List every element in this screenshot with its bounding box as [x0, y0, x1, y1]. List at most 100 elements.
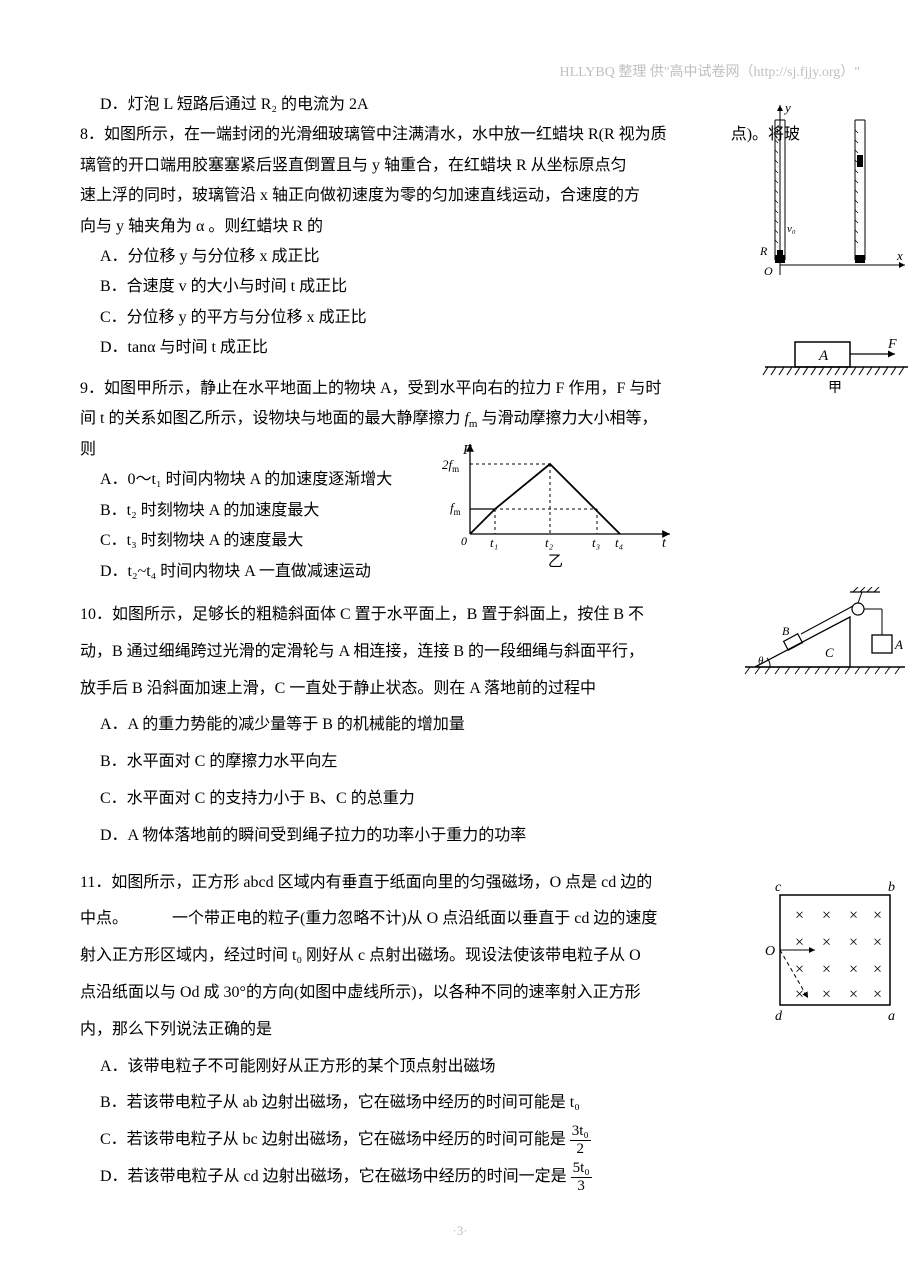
q11-c-bot: 2 — [570, 1141, 591, 1158]
svg-text:t: t — [662, 536, 667, 551]
prev-option-d: D．灯泡 L 短路后通过 R₂ 的电流为 2A — [100, 90, 850, 120]
q8-stem3: 速上浮的同时，玻璃管沿 x 轴正向做初速度为零的匀加速直线运动，合速度的方 — [80, 187, 640, 204]
svg-text:×: × — [795, 961, 804, 978]
question-10: 10．如图所示，足够长的粗糙斜面体 C 置于水平面上，B 置于斜面上，按住 B … — [80, 597, 850, 855]
svg-text:fm: fm — [450, 500, 461, 517]
q11-opt-d: D．若该带电粒子从 cd 边射出磁场，它在磁场中经历的时间一定是 5t₀3 — [100, 1168, 592, 1185]
q8-opt-c: C．分位移 y 的平方与分位移 x 成正比 — [100, 309, 367, 326]
page-header: HLLYBQ 整理 供"高中试卷网（http://sj.fjjy.org）" — [559, 60, 860, 87]
svg-text:×: × — [822, 934, 831, 951]
q9-stem2a: 间 t 的关系如图乙所示，设物块与地面的最大静摩擦力 — [80, 410, 464, 427]
question-8: 8．如图所示，在一端封闭的光滑细玻璃管中注满清水，水中放一红蜡块 R(R 视为质… — [80, 120, 850, 363]
svg-text:C: C — [825, 645, 834, 660]
svg-text:0: 0 — [461, 534, 467, 548]
question-11: 11．如图所示，正方形 abcd 区域内有垂直于纸面向里的匀强磁场，O 点是 c… — [80, 865, 850, 1196]
q11-opt-c: C．若该带电粒子从 bc 边射出磁场，它在磁场中经历的时间可能是 3t₀2 — [100, 1131, 591, 1148]
q11-stem2a: 中点。 — [80, 910, 128, 927]
q11-d-pre: D．若该带电粒子从 cd 边射出磁场，它在磁场中经历的时间一定是 — [100, 1168, 567, 1185]
q11-stem3: 射入正方形区域内，经过时间 t₀ 刚好从 c 点射出磁场。现设法使该带电粒子从 … — [80, 947, 641, 964]
q10-stem3: 放手后 B 沿斜面加速上滑，C 一直处于静止状态。则在 A 落地前的过程中 — [80, 680, 596, 697]
q9-stem3: 则 — [80, 441, 96, 458]
svg-text:×: × — [873, 986, 882, 1003]
svg-text:t₂: t₂ — [545, 535, 554, 550]
svg-text:乙: 乙 — [548, 554, 563, 569]
svg-text:×: × — [849, 986, 858, 1003]
q11-c-pre: C．若该带电粒子从 bc 边射出磁场，它在磁场中经历的时间可能是 — [100, 1131, 566, 1148]
q11-d-bot: 3 — [571, 1178, 592, 1195]
svg-text:t₃: t₃ — [592, 535, 600, 550]
q11-figure: c b d a O ×××× ×××× ×××× ×××× — [760, 875, 910, 1050]
svg-text:B: B — [782, 624, 790, 638]
q11-d-frac: 5t₀3 — [571, 1160, 592, 1194]
q10-figure: C θ B A — [740, 587, 910, 702]
q10-opt-d: D．A 物体落地前的瞬间受到绳子拉力的功率小于重力的功率 — [100, 827, 526, 844]
q11-text: 11．如图所示，正方形 abcd 区域内有垂直于纸面向里的匀强磁场，O 点是 c… — [80, 865, 850, 1196]
q10-stem2: 动，B 通过细绳跨过光滑的定滑轮与 A 相连接，连接 B 的一段细绳与斜面平行， — [80, 643, 644, 660]
q9-opt-a: A．0～t₁ 时间内物块 A 的加速度逐渐增大 — [100, 471, 392, 488]
svg-text:d: d — [775, 1009, 783, 1024]
svg-text:t₁: t₁ — [490, 535, 498, 550]
q9-figure-yi: F 2fm fm 0 t₁ t₂ t₃ t₄ t 乙 — [430, 439, 680, 580]
question-9: 9．如图甲所示，静止在水平地面上的物块 A，受到水平向右的拉力 F 作用，F 与… — [80, 374, 850, 587]
q11-stem5: 内，那么下列说法正确的是 — [80, 1021, 272, 1038]
svg-text:×: × — [873, 907, 882, 924]
q9-text: 9．如图甲所示，静止在水平地面上的物块 A，受到水平向右的拉力 F 作用，F 与… — [80, 374, 850, 587]
svg-text:y: y — [783, 100, 791, 115]
svg-text:F: F — [462, 443, 472, 458]
q9-stem2c: 与滑动摩擦力大小相等， — [477, 410, 657, 427]
q9-caption-jia: 甲 — [828, 381, 842, 396]
svg-text:O: O — [764, 264, 773, 278]
svg-text:θ: θ — [758, 655, 764, 667]
q11-opt-a: A．该带电粒子不可能刚好从正方形的某个顶点射出磁场 — [100, 1058, 496, 1075]
q8-stem4: 向与 y 轴夹角为 α 。则红蜡块 R 的 — [80, 218, 323, 235]
svg-text:x: x — [896, 248, 903, 263]
svg-text:×: × — [873, 934, 882, 951]
q11-stem1: 11．如图所示，正方形 abcd 区域内有垂直于纸面向里的匀强磁场，O 点是 c… — [80, 874, 652, 891]
q11-c-frac: 3t₀2 — [570, 1123, 591, 1157]
q8-stem2: 璃管的开口端用胶塞塞紧后竖直倒置且与 y 轴重合，在红蜡块 R 从坐标原点匀 — [80, 157, 627, 174]
q9-figure-jia: A F 甲 — [760, 334, 910, 415]
svg-text:×: × — [849, 961, 858, 978]
svg-text:A: A — [894, 637, 903, 652]
q8-text: 8．如图所示，在一端封闭的光滑细玻璃管中注满清水，水中放一红蜡块 R(R 视为质… — [80, 120, 850, 363]
svg-text:t₄: t₄ — [615, 535, 624, 550]
q9-stem1: 9．如图甲所示，静止在水平地面上的物块 A，受到水平向右的拉力 F 作用，F 与… — [80, 380, 661, 397]
q9-opt-c: C．t₃ 时刻物块 A 的速度最大 — [100, 532, 303, 549]
svg-text:×: × — [822, 986, 831, 1003]
content-area: D．灯泡 L 短路后通过 R₂ 的电流为 2A 8．如图所示，在一端封闭的光滑细… — [0, 0, 920, 1266]
q11-stem4: 点沿纸面以与 Od 成 30°的方向(如图中虚线所示)，以各种不同的速率射入正方… — [80, 984, 641, 1001]
q8-stem1: 8．如图所示，在一端封闭的光滑细玻璃管中注满清水，水中放一红蜡块 R(R 视为质 — [80, 126, 667, 143]
q11-stem2b: 一个带正电的粒子(重力忽略不计)从 O 点沿纸面以垂直于 cd 边的速度 — [172, 910, 657, 927]
svg-text:O: O — [765, 944, 775, 959]
q9-boxA-label: A — [818, 348, 829, 364]
q9-F-label: F — [887, 337, 897, 352]
svg-text:×: × — [849, 907, 858, 924]
svg-text:2fm: 2fm — [442, 457, 459, 474]
svg-text:×: × — [849, 934, 858, 951]
q10-text: 10．如图所示，足够长的粗糙斜面体 C 置于水平面上，B 置于斜面上，按住 B … — [80, 597, 850, 855]
q10-opt-a: A．A 的重力势能的减少量等于 B 的机械能的增加量 — [100, 716, 465, 733]
q9-opt-b: B．t₂ 时刻物块 A 的加速度最大 — [100, 502, 319, 519]
q11-d-top: 5t₀ — [571, 1160, 592, 1178]
q8-opt-d: D．tanα 与时间 t 成正比 — [100, 339, 268, 356]
svg-text:×: × — [873, 961, 882, 978]
svg-text:v₀: v₀ — [787, 223, 796, 235]
q10-stem1: 10．如图所示，足够长的粗糙斜面体 C 置于水平面上，B 置于斜面上，按住 B … — [80, 606, 644, 623]
q11-opt-b: B．若该带电粒子从 ab 边射出磁场，它在磁场中经历的时间可能是 t₀ — [100, 1094, 580, 1111]
q10-opt-c: C．水平面对 C 的支持力小于 B、C 的总重力 — [100, 790, 415, 807]
svg-text:a: a — [888, 1009, 895, 1024]
svg-text:R: R — [759, 244, 768, 258]
q11-c-top: 3t₀ — [570, 1123, 591, 1141]
q9-opt-d: D．t₂~t₄ 时间内物块 A 一直做减速运动 — [100, 563, 371, 580]
q8-opt-b: B．合速度 v 的大小与时间 t 成正比 — [100, 278, 347, 295]
q8-figure: y x O R v₀ — [750, 100, 910, 291]
page-number: ·3· — [0, 1219, 920, 1244]
svg-text:×: × — [795, 934, 804, 951]
q8-opt-a: A．分位移 y 与分位移 x 成正比 — [100, 248, 320, 265]
svg-text:×: × — [822, 961, 831, 978]
svg-text:c: c — [775, 880, 782, 895]
q10-opt-b: B．水平面对 C 的摩擦力水平向左 — [100, 753, 337, 770]
svg-text:b: b — [888, 880, 895, 895]
svg-text:×: × — [822, 907, 831, 924]
svg-text:×: × — [795, 907, 804, 924]
